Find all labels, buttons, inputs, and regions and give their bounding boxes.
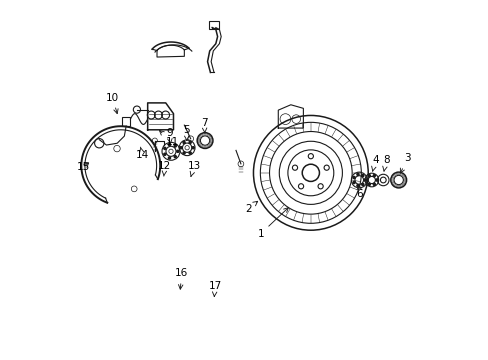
Circle shape <box>192 147 194 149</box>
Text: 9: 9 <box>165 129 172 144</box>
Circle shape <box>375 179 377 181</box>
Text: 12: 12 <box>158 161 171 176</box>
Circle shape <box>372 175 375 177</box>
Text: 6: 6 <box>355 185 362 199</box>
Text: 15: 15 <box>77 162 90 172</box>
Circle shape <box>356 185 358 187</box>
Circle shape <box>183 141 185 144</box>
Circle shape <box>174 145 176 147</box>
Circle shape <box>183 152 185 154</box>
Text: 2: 2 <box>244 201 257 214</box>
Circle shape <box>168 144 170 146</box>
Text: 17: 17 <box>208 281 221 297</box>
Circle shape <box>365 179 367 181</box>
Circle shape <box>180 147 182 149</box>
Circle shape <box>163 153 165 156</box>
Text: 1: 1 <box>257 208 288 239</box>
Circle shape <box>168 157 170 159</box>
Text: 14: 14 <box>135 147 149 160</box>
Text: 8: 8 <box>382 155 388 171</box>
Circle shape <box>352 181 354 184</box>
Text: 7: 7 <box>201 118 207 133</box>
Circle shape <box>163 147 165 149</box>
Text: 10: 10 <box>106 93 119 114</box>
Circle shape <box>356 173 358 175</box>
Text: 4: 4 <box>371 155 378 171</box>
Circle shape <box>367 175 369 177</box>
Circle shape <box>176 150 179 152</box>
Circle shape <box>189 141 191 144</box>
Circle shape <box>352 176 354 179</box>
Circle shape <box>361 175 363 177</box>
Text: 3: 3 <box>400 153 410 173</box>
Circle shape <box>367 183 369 185</box>
Circle shape <box>372 183 375 185</box>
Text: 13: 13 <box>187 161 201 176</box>
Circle shape <box>174 156 176 158</box>
Text: 11: 11 <box>159 131 179 147</box>
Circle shape <box>189 152 191 154</box>
Circle shape <box>361 183 363 185</box>
Text: 5: 5 <box>183 125 189 141</box>
Text: 16: 16 <box>175 268 188 289</box>
Circle shape <box>363 179 366 181</box>
